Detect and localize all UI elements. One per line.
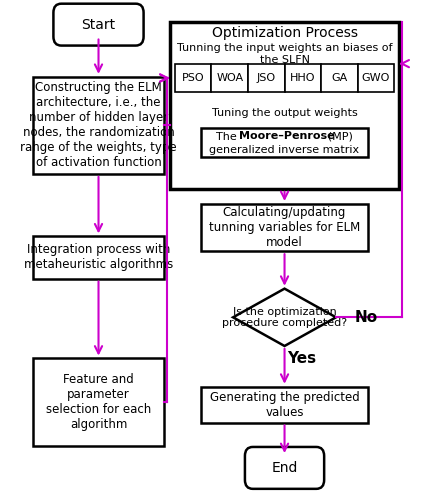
Text: JSO: JSO [257,73,276,83]
Bar [284,64,321,92]
Text: WOA: WOA [216,73,243,83]
Bar [248,64,284,92]
FancyBboxPatch shape [245,447,324,489]
Text: Tuning the output weights: Tuning the output weights [212,108,357,118]
Text: PSO: PSO [182,73,204,83]
Bar [170,22,400,189]
Text: generalized inverse matrix: generalized inverse matrix [210,146,360,156]
Text: No: No [355,310,378,325]
Text: Calculating/updating
tunning variables for ELM
model: Calculating/updating tunning variables f… [209,206,360,249]
Bar [175,64,211,92]
Text: GA: GA [331,73,348,83]
Text: Constructing the ELM
architecture, i.e., the
number of hidden layer
nodes, the r: Constructing the ELM architecture, i.e.,… [20,82,177,170]
Bar [202,204,368,251]
Text: The Moore–Penrose (MP): The Moore–Penrose (MP) [216,132,353,141]
Bar [358,64,394,92]
Text: GWO: GWO [362,73,390,83]
Bar [33,358,164,446]
Text: Generating the predicted
values: Generating the predicted values [210,390,360,418]
Bar [321,64,358,92]
Text: HHO: HHO [290,73,316,83]
Polygon shape [233,288,336,346]
Text: End: End [271,461,298,475]
Text: Integration process with
metaheuristic algorithms: Integration process with metaheuristic a… [24,244,173,272]
Bar [202,386,368,422]
Text: Tunning the input weights an biases of
the SLFN: Tunning the input weights an biases of t… [177,44,392,65]
Bar [211,64,248,92]
Text: The                          (MP): The (MP) [216,132,353,141]
Bar [33,236,164,279]
Text: Optimization Process: Optimization Process [211,26,357,40]
Text: Start: Start [81,18,116,32]
Text: Moore–Penrose: Moore–Penrose [239,132,335,141]
Text: Feature and
parameter
selection for each
algorithm: Feature and parameter selection for each… [46,373,151,431]
Text: Is the optimization
procedure completed?: Is the optimization procedure completed? [222,306,347,328]
Bar [33,76,164,174]
Text: Yes: Yes [287,351,316,366]
FancyBboxPatch shape [53,4,144,45]
Bar [202,128,368,158]
